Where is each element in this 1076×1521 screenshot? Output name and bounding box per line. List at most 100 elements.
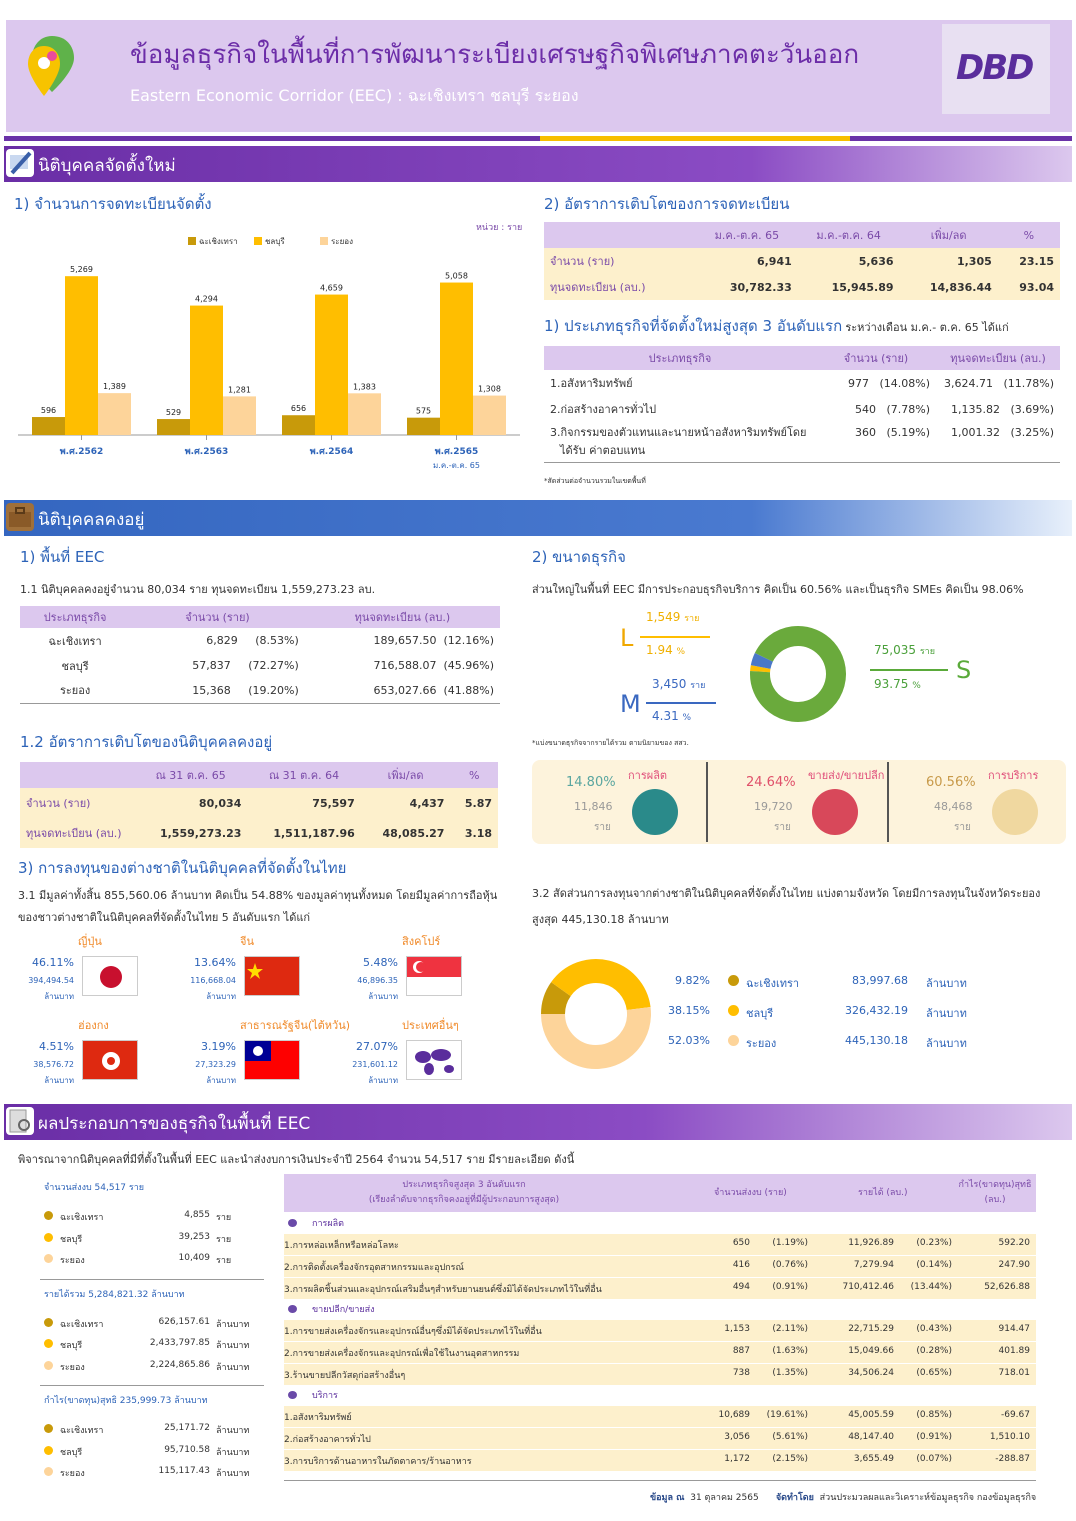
legend-swatch [44, 1424, 53, 1433]
sector-name: ขายส่ง/ขายปลีก [808, 769, 885, 782]
revenue-pct: (0.07%) [916, 1454, 952, 1464]
legend-swatch [188, 237, 196, 245]
section-existing: นิติบุคคลคงอยู่ [4, 500, 1072, 536]
table-row [284, 1342, 1036, 1363]
bar [407, 417, 440, 435]
profit: 247.90 [998, 1260, 1031, 1270]
stat-province: ชลบุรี [60, 1341, 83, 1351]
stat-unit: ล้านบาท [216, 1362, 250, 1373]
sector-pct: 14.80% [566, 775, 616, 790]
footnote: *แบ่งขนาดธุรกิจจากรายได้รวม ตามนิยามของ … [532, 739, 689, 747]
col-header: จำนวนส่งงบ (ราย) [714, 1188, 787, 1198]
table-row: ทุนจดทะเบียน (ลบ.) 30,782.33 15,945.89 14,8… [544, 274, 1060, 300]
business-name: 3.การบริการด้านอาหารในภัตตาคาร/ร้านอาหาร [284, 1457, 472, 1467]
stat-value: 626,157.61 [158, 1316, 210, 1327]
country-pct: 27.07% [356, 1040, 398, 1053]
province-donut-chart [541, 959, 651, 1069]
revenue-pct: (0.28%) [916, 1346, 952, 1356]
col-header: % [450, 762, 498, 788]
count: 650 [732, 1238, 750, 1248]
count: 10,689 [718, 1410, 751, 1420]
count: 416 [732, 1260, 750, 1270]
business-name: 1.การขายส่งเครื่องจักรและอุปกรณ์อื่นๆซึ่… [284, 1327, 542, 1337]
data-label: 575 [416, 407, 431, 416]
country-value: 116,668.04 [190, 976, 236, 985]
bar [348, 393, 381, 435]
stat-value: 115,117.43 [158, 1466, 210, 1476]
revenue: 45,005.59 [848, 1410, 894, 1420]
col-header: จำนวน (ราย) [130, 606, 305, 628]
col-header: จำนวน (ราย) [816, 346, 936, 370]
bar [223, 396, 256, 435]
count: 887 [732, 1346, 750, 1356]
divider [284, 1480, 1036, 1481]
province-unit: ล้านบาท [926, 1007, 967, 1020]
country-value: 231,601.12 [352, 1060, 398, 1069]
stat-heading: จำนวนส่งงบ 54,517 ราย [44, 1183, 145, 1193]
flag-jp-icon [82, 956, 138, 996]
revenue-pct: (0.14%) [916, 1260, 952, 1270]
section-new-registrations: นิติบุคคลจัดตั้งใหม่ [4, 146, 1072, 182]
top-types-note: ระหว่างเดือน ม.ค.- ต.ค. 65 ได้แก่ [845, 321, 1009, 334]
group-name: ขายปลีก/ขายส่ง [312, 1305, 375, 1315]
business-name: 2.การขายส่งเครื่องจักรและอุปกรณ์เพื่อใช้… [284, 1349, 520, 1359]
bar [190, 305, 223, 435]
divider [887, 762, 889, 842]
bar [473, 395, 506, 435]
flag-world-icon [406, 1040, 462, 1080]
sector-unit: ราย [954, 822, 971, 833]
col-header: ม.ค.-ต.ค. 64 [797, 222, 900, 248]
table-row [284, 1364, 1036, 1385]
size-m-count: 3,450 ราย [652, 677, 706, 691]
col-header: ประเภทธุรกิจสูงสุด 3 อันดับแรก [402, 1180, 526, 1190]
province-name: ฉะเชิงเทรา [746, 977, 800, 990]
table-row: จำนวน (ราย) 80,034 75,597 4,437 5.87 [20, 788, 498, 818]
stat-value: 95,710.58 [164, 1444, 210, 1455]
stat-unit: ล้านบาท [216, 1319, 250, 1330]
country-name: สาธารณรัฐจีน(ไต้หวัน) [240, 1019, 351, 1032]
count: 3,056 [724, 1432, 750, 1442]
eec-table: ประเภทธุรกิจ จำนวน (ราย) ทุนจดทะเบียน (ลบ.… [20, 606, 500, 704]
count: 1,172 [724, 1454, 750, 1464]
stat-province: ฉะเชิงเทรา [60, 1213, 104, 1223]
bar [440, 282, 473, 435]
province-value: 83,997.68 [852, 974, 908, 987]
revenue: 48,147.40 [848, 1432, 894, 1442]
legend-swatch [320, 237, 328, 245]
revenue-pct: (0.65%) [916, 1368, 952, 1378]
table-row [284, 1320, 1036, 1341]
stat-heading: กำไร(ขาดทุน)สุทธิ 235,999.73 ล้านบาท [44, 1396, 208, 1406]
performance-table-header: ประเภทธุรกิจสูงสุด 3 อันดับแรก (เรียงลำด… [284, 1174, 1036, 1212]
table-row: 2.ก่อสร้างอาคารทั่วไป 540 (7.78%) 1,135.82… [550, 402, 1054, 417]
stat-value: 4,855 [184, 1210, 210, 1220]
top-types-title: 1) ประเภทธุรกิจที่จัดตั้งใหม่สูงสุด 3 อั… [544, 317, 843, 335]
legend-swatch [254, 237, 262, 245]
col-header: เพิ่ม/ลด [360, 762, 451, 788]
flag-hk-icon [82, 1040, 138, 1080]
data-label: 529 [166, 408, 181, 417]
data-label: 4,659 [320, 284, 343, 293]
chart-unit: หน่วย : ราย [476, 223, 523, 233]
business-name: 2.การติดตั้งเครื่องจักรอุตสาหกรรมและอุปก… [284, 1263, 464, 1273]
stat-unit: ราย [216, 1256, 232, 1266]
table-row: ชลบุรี 57,837 (72.27%) 716,588.07 (45.96%) [61, 659, 494, 673]
country-value: 46,896.35 [357, 976, 398, 985]
table-row: จำนวน (ราย) 6,941 5,636 1,305 23.15 [544, 248, 1060, 274]
table-row: ฉะเชิงเทรา 6,829 (8.53%) 189,657.50 (12.16… [48, 634, 494, 648]
stat-unit: ราย [216, 1213, 232, 1223]
divider-accent [540, 136, 850, 141]
stat-unit: ล้านบาท [216, 1426, 250, 1436]
col-header: เพิ่ม/ลด [899, 222, 998, 248]
data-label: 596 [41, 406, 56, 415]
donut-slice [750, 665, 771, 673]
growth-table: ม.ค.-ต.ค. 65 ม.ค.-ต.ค. 64 เพิ่ม/ลด% จำนวน … [544, 222, 1060, 300]
data-label: 1,308 [478, 385, 501, 394]
stat-province: ระยอง [60, 1469, 85, 1479]
legend-label: ฉะเชิงเทรา [199, 237, 238, 246]
revenue: 3,655.49 [853, 1454, 894, 1464]
country-value: 27,323.29 [195, 1060, 236, 1069]
country-name: ฮ่องกง [78, 1019, 109, 1032]
existing-growth-title: 1.2 อัตราการเติบโตของนิติบุคคลคงอยู่ [20, 733, 273, 751]
table-row [284, 1450, 1036, 1471]
performance-intro: พิจารณาจากนิติบุคคลที่มีที่ตั้งในพื้นที่… [18, 1153, 575, 1166]
